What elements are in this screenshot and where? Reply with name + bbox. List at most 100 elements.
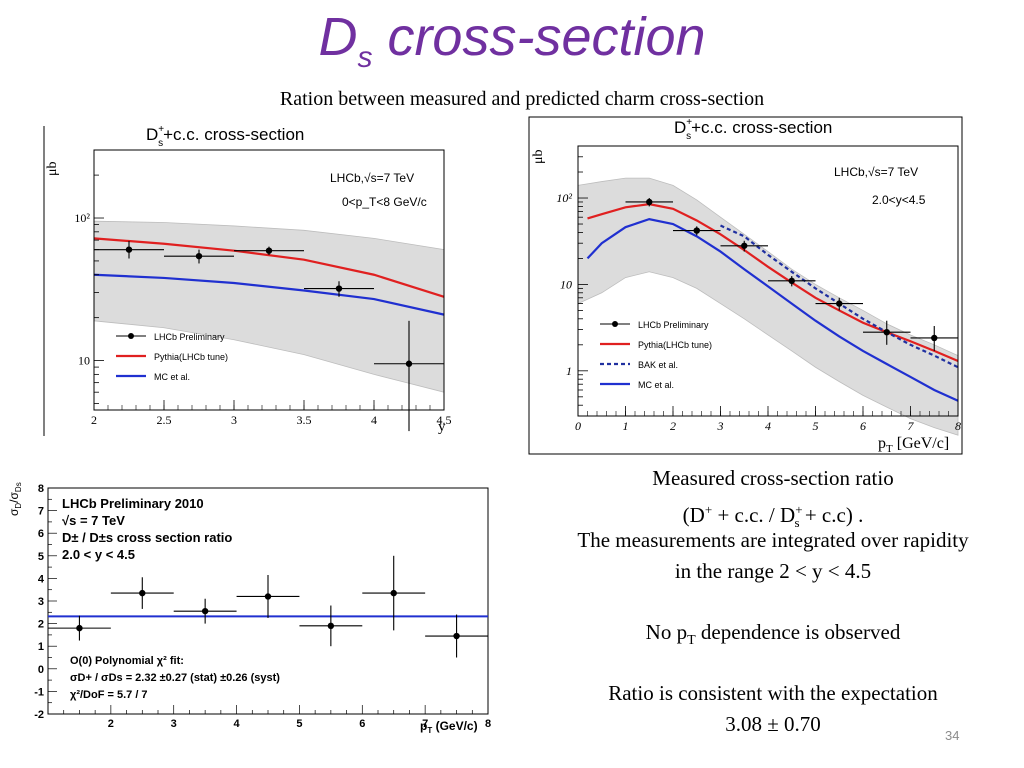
plot3-info-range: 2.0 < y < 4.5 <box>62 547 135 562</box>
plot2-data-point <box>788 277 795 285</box>
plot3-y-tick-label: 1 <box>38 641 44 653</box>
title-subscript: s <box>357 40 373 74</box>
plot3-fit-chi2: χ²/DoF = 5.7 / 7 <box>70 689 148 701</box>
plot3-y-tick-label: 5 <box>38 551 44 563</box>
plot1-x-tick-label: 3 <box>231 413 237 427</box>
plot2-frame <box>528 116 963 455</box>
plot2-data-point <box>693 227 700 234</box>
plot1-data-point <box>125 246 133 253</box>
plot3-info-energy: √s = 7 TeV <box>62 513 125 528</box>
plot1-ylabel: μb <box>45 161 60 176</box>
plot2-annotation-energy: LHCb,√s=7 TeV <box>834 165 918 179</box>
plot1-line-mc-et-al- <box>93 273 445 316</box>
plot3-x-tick-label: 2 <box>108 718 114 730</box>
slide-title: Ds cross-section <box>0 6 1024 75</box>
plot1-data-point <box>335 285 343 292</box>
plot3-x-tick-label: 3 <box>171 718 177 730</box>
legend-label: LHCb Preliminary <box>154 332 225 342</box>
legend-label: Pythia(LHCb tune) <box>154 352 228 362</box>
plot2-x-tick-label: 0 <box>575 419 581 433</box>
plot1-annotation-range: 0<p_T<8 GeV/c <box>342 195 427 209</box>
plot2-data-point <box>883 328 890 336</box>
plot2-x-tick-label: 5 <box>813 419 819 433</box>
plot2-data-point <box>741 242 748 249</box>
plot3-x-tick-label: 8 <box>485 718 491 730</box>
plot3-y-tick-label: -1 <box>34 686 44 698</box>
plot2-y-tick-label: 1 <box>566 364 572 378</box>
plot3-data-point <box>76 624 83 632</box>
plot3-info-title: LHCb Preliminary 2010 <box>62 496 204 511</box>
plot3-data-point <box>201 607 209 615</box>
legend-label: MC et al. <box>154 372 190 382</box>
plot3-y-tick-label: 0 <box>38 664 44 676</box>
legend-label: LHCb Preliminary <box>638 320 709 330</box>
plot2-x-tick-label: 6 <box>860 419 866 433</box>
plot1-x-tick-label: 4.5 <box>437 413 452 427</box>
plot3-data-point <box>327 622 335 630</box>
plot1-xlabel: y <box>438 419 446 435</box>
plot2-data-point <box>931 334 938 342</box>
plot3-y-tick-label: -2 <box>34 709 44 721</box>
legend-marker-point <box>128 333 134 339</box>
text-ratio-title: Measured cross-section ratio <box>652 466 894 490</box>
chart-ratio-vs-pt: σD/σDs 2 3 4 5 6 7 8 -2 -1 0 1 2 3 4 5 6 7 8 LHCb Prelimin… <box>7 482 491 735</box>
plot3-data-point <box>264 593 272 600</box>
plot1-axes-frame <box>93 149 445 411</box>
plot3-info-ratio: D± / D±s cross section ratio <box>62 530 232 545</box>
plot3-x-tick-label: 6 <box>359 718 365 730</box>
plot1-data-point <box>195 252 203 260</box>
plot3-y-tick-label: 3 <box>38 596 44 608</box>
text-ratio-formula: (D+ + c.c. / D+s + c.c) . <box>682 502 864 531</box>
text-range: in the range 2 < y < 4.5 <box>674 559 872 583</box>
plot1-area: 2 2.5 3 3.5 4 4.5 10 10² LHCb,√s=7 TeV 0<p_T<8 Ge… <box>74 149 452 432</box>
legend-label: MC et al. <box>638 380 674 390</box>
plot1-y-tick-label: 10 <box>78 354 90 368</box>
plot2-y-tick-label: 10² <box>556 191 572 205</box>
plot2-line-mc-et-al- <box>586 217 959 402</box>
plot2-data-point <box>646 198 653 206</box>
plot3-y-tick-label: 7 <box>38 506 44 518</box>
page-number: 34 <box>945 728 960 743</box>
plot1-x-tick-label: 2 <box>91 413 97 427</box>
plot2-x-tick-label: 7 <box>908 419 915 433</box>
text-consistent: Ratio is consistent with the expectation <box>608 681 938 705</box>
plot1-x-tick-label: 3.5 <box>297 413 312 427</box>
plot1-x-tick-label: 4 <box>371 413 377 427</box>
chart-ds-vs-y: D+ s+c.c. cross-section μb 2 2.5 3 3.5 4 4.5 10… <box>43 124 452 436</box>
slide-subtitle: Ration between measured and predicted ch… <box>279 88 765 110</box>
plot2-annotation-range: 2.0<y<4.5 <box>872 193 926 207</box>
plot2-title: D+ s+c.c. cross-section <box>674 117 832 142</box>
text-expectation-value: 3.08 ± 0.70 <box>725 712 821 736</box>
plot3-y-tick-label: 4 <box>38 573 45 585</box>
plot1-data-point <box>405 360 413 367</box>
plot3-data-point <box>453 632 460 640</box>
plot2-data-point <box>836 300 843 307</box>
plot2-ylabel: μb <box>531 149 546 164</box>
plot1-annotation-energy: LHCb,√s=7 TeV <box>330 171 414 185</box>
plot3-y-tick-label: 2 <box>38 619 44 631</box>
plot3-x-tick-label: 7 <box>422 718 428 730</box>
plot2-x-tick-label: 1 <box>623 419 629 433</box>
legend-label: Pythia(LHCb tune) <box>638 340 712 350</box>
text-no-pt-dependence: No pT dependence is observed <box>645 620 901 649</box>
plot2-x-tick-label: 2 <box>670 419 676 433</box>
plot3-x-tick-label: 4 <box>234 718 241 730</box>
plot1-data-point <box>265 247 273 254</box>
plot3-xlabel: pT (GeV/c) <box>420 719 478 735</box>
plot3-area: 2 3 4 5 6 7 8 -2 -1 0 1 2 3 4 5 6 7 8 LHCb Preliminary 201… <box>34 483 491 730</box>
legend-label: BAK et al. <box>638 360 678 370</box>
plot3-ylabel: σD/σDs <box>7 482 23 516</box>
plot2-xlabel: pT [GeV/c] <box>878 435 949 455</box>
plot2-x-tick-label: 3 <box>717 419 724 433</box>
plot3-fit-result: σD+ / σDs = 2.32 ±0.27 (stat) ±0.26 (sys… <box>70 672 280 684</box>
plot1-y-tick-label: 10² <box>74 211 90 225</box>
plot3-y-tick-label: 6 <box>38 528 44 540</box>
plot3-data-point <box>139 589 146 597</box>
plot1-line-pythia-lhcb-tune- <box>93 237 445 298</box>
plot3-x-tick-label: 5 <box>296 718 302 730</box>
legend-marker-point <box>612 321 618 327</box>
plot3-data-point <box>390 589 397 597</box>
plot2-area: 0 1 2 3 4 5 6 7 8 1 10 10² LHCb,√s=7 TeV 2.0<y<4.5 LHC… <box>556 145 961 436</box>
chart-ds-vs-pt: D+ s+c.c. cross-section μb 0 1 2 3 4 5 6 7 8 1 10 10… <box>528 116 963 455</box>
plot3-fit-title: O(0) Polynomial χ² fit: <box>70 655 184 667</box>
